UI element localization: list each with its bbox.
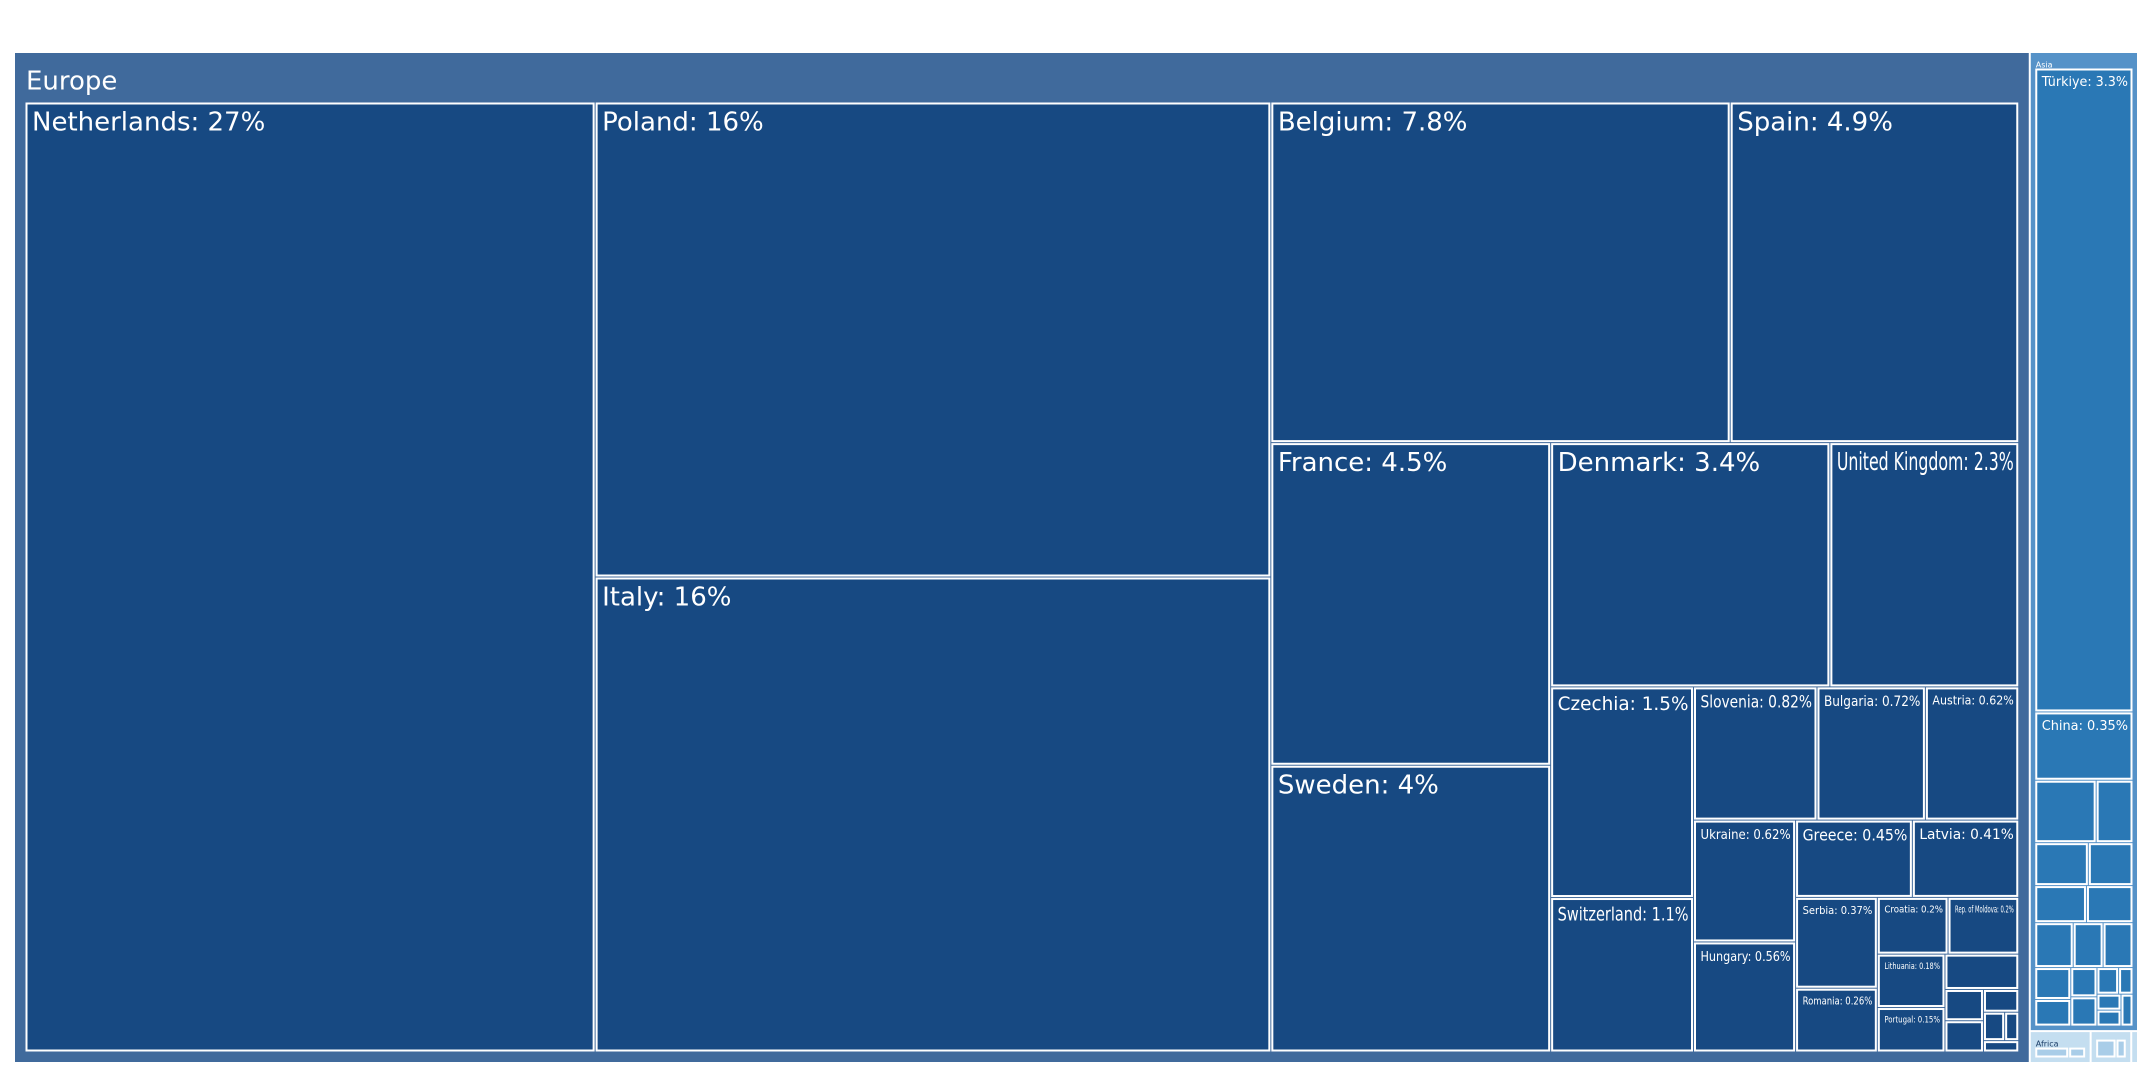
tile-asia-tile-18[interactable]: [2097, 1010, 2121, 1026]
tile-bulgaria[interactable]: [1817, 687, 1925, 820]
tile-switzerland[interactable]: [1551, 898, 1694, 1052]
tile-label-hungary: Hungary: 0.56%: [1701, 949, 1791, 965]
tile-group-3-tile-0[interactable]: [2096, 1039, 2116, 1058]
tile-label-rep-of-moldova: Rep. of Moldova: 0.2%: [1955, 905, 2014, 916]
tile-asia-tile-10[interactable]: [2103, 923, 2133, 968]
tile-label-china: China: 0.35%: [2042, 719, 2128, 734]
tile-label-spain: Spain: 4.9%: [1737, 108, 1893, 138]
tile-asia-tile-6[interactable]: [2035, 886, 2086, 923]
tile-label-italy: Italy: 16%: [602, 583, 731, 613]
tile-ukraine[interactable]: [1694, 820, 1796, 942]
tile-spain[interactable]: [1730, 102, 2019, 443]
tile-label-belgium: Belgium: 7.8%: [1278, 108, 1468, 138]
tile-asia-tile-8[interactable]: [2035, 923, 2073, 968]
tile-portugal[interactable]: [1877, 1008, 1945, 1052]
tile-label-austria: Austria: 0.62%: [1932, 693, 2014, 708]
tile-czechia[interactable]: [1551, 687, 1694, 898]
tile-romania[interactable]: [1796, 988, 1877, 1052]
tile-asia-tile-17[interactable]: [2097, 994, 2121, 1010]
tile-europe-tile-28[interactable]: [1983, 1012, 2005, 1041]
tile-asia-tile-19[interactable]: [2121, 994, 2133, 1026]
group-label-africa: Africa: [2036, 1040, 2059, 1049]
tile-latvia[interactable]: [1912, 820, 2019, 897]
tile-label-latvia: Latvia: 0.41%: [1919, 827, 2013, 843]
tile-europe-tile-29[interactable]: [2005, 1012, 2019, 1041]
tile-austria[interactable]: [1925, 687, 2019, 820]
tile-label-switzerland: Switzerland: 1.1%: [1558, 904, 1689, 926]
tile-asia-tile-9[interactable]: [2073, 923, 2103, 968]
tile-asia-tile-11[interactable]: [2035, 968, 2071, 999]
tile-italy[interactable]: [595, 577, 1271, 1052]
tile-sweden[interactable]: [1271, 765, 1551, 1052]
tile-asia-tile-2[interactable]: [2035, 780, 2096, 843]
group-group-4[interactable]: [2132, 1032, 2137, 1062]
tile-label-netherlands: Netherlands: 27%: [32, 108, 265, 138]
tile-label-sweden: Sweden: 4%: [1278, 771, 1439, 801]
tile-denmark[interactable]: [1551, 443, 1830, 687]
tile-label-united-kingdom: United Kingdom: 2.3%: [1837, 447, 2014, 476]
tile-europe-tile-27[interactable]: [1983, 989, 2019, 1012]
tile-label-denmark: Denmark: 3.4%: [1558, 448, 1761, 478]
tile-france[interactable]: [1271, 443, 1551, 765]
tile-label-czechia: Czechia: 1.5%: [1558, 693, 1689, 715]
tile-label-croatia: Croatia: 0.2%: [1884, 905, 1943, 916]
tile-asia-tile-5[interactable]: [2088, 843, 2133, 886]
tile-europe-tile-30[interactable]: [1983, 1041, 2019, 1052]
tile-greece[interactable]: [1796, 820, 1912, 897]
tile-label-poland: Poland: 16%: [602, 108, 764, 138]
tile-asia-tile-14[interactable]: [2071, 997, 2097, 1026]
group-label-europe: Europe: [26, 67, 117, 97]
tile-europe-tile-24[interactable]: [1945, 954, 2019, 989]
tile-label-france: France: 4.5%: [1278, 448, 1448, 478]
tile-belgium[interactable]: [1271, 102, 1730, 443]
tile-label-lithuania: Lithuania: 0.18%: [1884, 962, 1940, 972]
tile-label-turkiye: Türkiye: 3.3%: [2041, 75, 2128, 90]
tile-label-serbia: Serbia: 0.37%: [1803, 904, 1873, 917]
tile-label-romania: Romania: 0.26%: [1803, 995, 1873, 1008]
tile-turkiye[interactable]: [2035, 68, 2133, 712]
tile-lithuania[interactable]: [1877, 954, 1945, 1008]
tile-asia-tile-4[interactable]: [2035, 843, 2088, 886]
tile-china[interactable]: [2035, 712, 2133, 780]
tile-group-3-tile-1[interactable]: [2116, 1039, 2126, 1058]
tile-netherlands[interactable]: [25, 102, 595, 1052]
tile-serbia[interactable]: [1796, 897, 1877, 988]
tile-croatia[interactable]: [1877, 897, 1948, 954]
tile-slovenia[interactable]: [1694, 687, 1817, 820]
tile-asia-tile-7[interactable]: [2086, 886, 2133, 923]
tile-label-greece: Greece: 0.45%: [1803, 826, 1908, 844]
tile-europe-tile-26[interactable]: [1945, 1021, 1983, 1052]
tile-label-slovenia: Slovenia: 0.82%: [1701, 693, 1812, 712]
tile-asia-tile-12[interactable]: [2035, 999, 2071, 1026]
tile-africa-tile-1[interactable]: [2069, 1047, 2086, 1058]
tile-hungary[interactable]: [1694, 942, 1796, 1052]
tile-asia-tile-15[interactable]: [2097, 968, 2119, 994]
group-label-asia: Asia: [2036, 61, 2053, 70]
tile-asia-tile-16[interactable]: [2119, 968, 2133, 994]
tile-label-bulgaria: Bulgaria: 0.72%: [1824, 694, 1920, 710]
tile-europe-tile-25[interactable]: [1945, 989, 1983, 1021]
tile-asia-tile-13[interactable]: [2071, 968, 2097, 997]
tile-united-kingdom[interactable]: [1830, 443, 2019, 687]
tile-label-portugal: Portugal: 0.15%: [1884, 1016, 1940, 1026]
tile-asia-tile-3[interactable]: [2096, 780, 2133, 843]
tile-poland[interactable]: [595, 102, 1271, 577]
tile-africa-tile-0[interactable]: [2035, 1047, 2069, 1058]
tile-rep-of-moldova[interactable]: [1948, 897, 2019, 954]
tile-label-ukraine: Ukraine: 0.62%: [1701, 827, 1791, 843]
